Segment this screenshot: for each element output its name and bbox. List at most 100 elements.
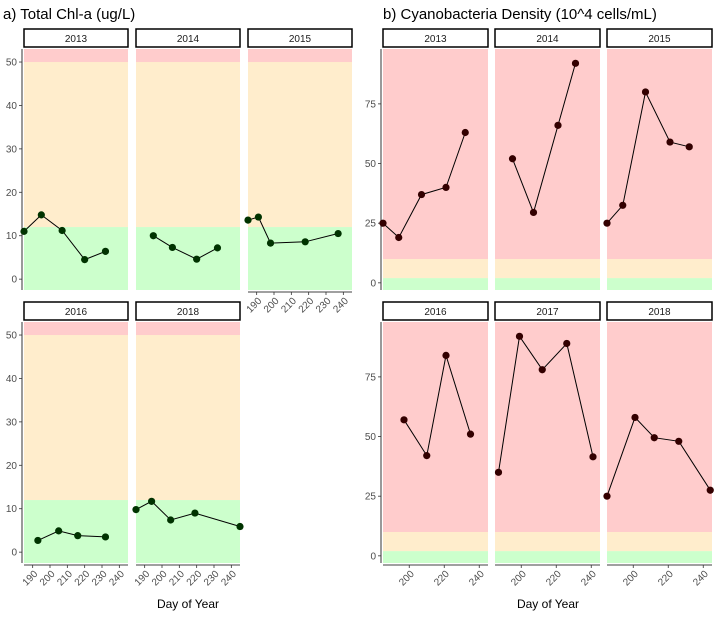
band-good <box>495 278 600 290</box>
y-tick-label: 25 <box>365 492 377 503</box>
facet-strip <box>606 301 713 321</box>
band-moderate <box>607 258 712 279</box>
y-tick-label: 50 <box>6 331 18 342</box>
data-point <box>244 216 252 224</box>
x-tick-label: 190 <box>21 569 41 589</box>
data-point <box>675 437 683 445</box>
data-point <box>20 227 28 235</box>
data-point <box>641 88 650 96</box>
band-good <box>383 551 488 563</box>
panel-1-2016: 2016 0 25 50 75 200 220 240 <box>365 301 489 589</box>
y-tick-label: 20 <box>6 188 18 199</box>
y-tick-label: 0 <box>370 278 376 289</box>
band-moderate <box>248 62 352 228</box>
band-bad <box>495 322 600 532</box>
data-point <box>466 430 475 438</box>
facet-label: 2015 <box>289 34 312 45</box>
band-moderate <box>24 62 128 228</box>
band-bad <box>383 49 488 259</box>
x-tick-label: 220 <box>432 569 452 589</box>
data-point <box>619 201 627 209</box>
x-tick-label: 200 <box>150 569 170 589</box>
data-point <box>266 239 275 247</box>
data-point <box>101 247 110 255</box>
data-point <box>379 219 387 227</box>
data-point <box>442 351 450 360</box>
series-line <box>153 235 218 260</box>
data-point <box>423 452 431 460</box>
band-good <box>136 500 240 563</box>
x-tick-label: 200 <box>397 569 417 589</box>
data-point <box>706 486 714 494</box>
data-point <box>191 509 199 517</box>
data-point <box>101 533 110 541</box>
band-bad <box>607 49 712 259</box>
facet-label: 2016 <box>424 307 447 318</box>
series-line <box>512 63 576 215</box>
facet-label: 2014 <box>536 34 559 45</box>
facet-label: 2016 <box>65 307 88 318</box>
x-tick-label: 190 <box>133 569 153 589</box>
data-point <box>442 183 450 191</box>
band-moderate <box>24 335 128 501</box>
band-bad <box>24 49 128 63</box>
x-tick-label: 240 <box>107 569 127 589</box>
x-tick-label: 200 <box>262 296 282 316</box>
band-bad <box>383 322 488 532</box>
data-point <box>461 128 469 137</box>
data-point <box>400 416 408 424</box>
x-tick-label: 240 <box>691 569 711 589</box>
facet-label: 2018 <box>177 307 200 318</box>
y-tick-label: 50 <box>6 58 18 69</box>
data-point <box>515 332 524 340</box>
x-tick-label: 200 <box>509 569 529 589</box>
x-tick-label: 240 <box>219 569 239 589</box>
x-tick-label: 190 <box>245 296 265 316</box>
y-tick-label: 25 <box>365 219 377 230</box>
facet-strip <box>23 301 129 321</box>
data-point <box>494 468 503 476</box>
x-tick-label: 230 <box>202 569 222 589</box>
data-point <box>554 121 562 129</box>
panel-0-2013: 2013 0 10 20 30 40 50 <box>6 28 129 290</box>
data-point <box>254 213 262 221</box>
y-tick-label: 30 <box>6 144 18 155</box>
y-tick-label: 50 <box>365 432 377 443</box>
y-tick-label: 10 <box>6 231 18 242</box>
data-point <box>236 522 244 531</box>
y-tick-label: 30 <box>6 417 18 428</box>
x-tick-label: 230 <box>314 296 334 316</box>
data-point <box>508 155 517 163</box>
facet-strip <box>494 28 601 48</box>
data-point <box>529 208 538 217</box>
facet-strip <box>23 28 129 48</box>
facet-strip <box>382 301 489 321</box>
data-point <box>193 255 201 263</box>
data-point <box>603 219 611 227</box>
x-tick-label: 230 <box>90 569 110 589</box>
facet-strip <box>135 301 241 321</box>
series-line <box>37 530 106 541</box>
data-point <box>148 497 156 505</box>
x-tick-label: 220 <box>73 569 93 589</box>
facet-strip <box>382 28 489 48</box>
data-point <box>34 536 42 545</box>
facet-label: 2017 <box>536 307 559 318</box>
band-good <box>248 227 352 290</box>
y-tick-label: 50 <box>365 159 377 170</box>
facet-strip <box>606 28 713 48</box>
band-bad <box>495 49 600 259</box>
band-good <box>383 278 488 290</box>
y-tick-label: 20 <box>6 461 18 472</box>
band-good <box>607 278 712 290</box>
chart-a-xlabel: Day of Year <box>157 597 219 611</box>
panel-1-2013: 2013 0 25 50 75 <box>365 28 489 290</box>
y-tick-label: 10 <box>6 504 18 515</box>
band-moderate <box>495 258 600 279</box>
data-point <box>603 492 611 500</box>
panel-0-2014: 2014 <box>135 28 241 290</box>
data-point <box>55 527 63 535</box>
y-tick-label: 75 <box>365 99 377 110</box>
